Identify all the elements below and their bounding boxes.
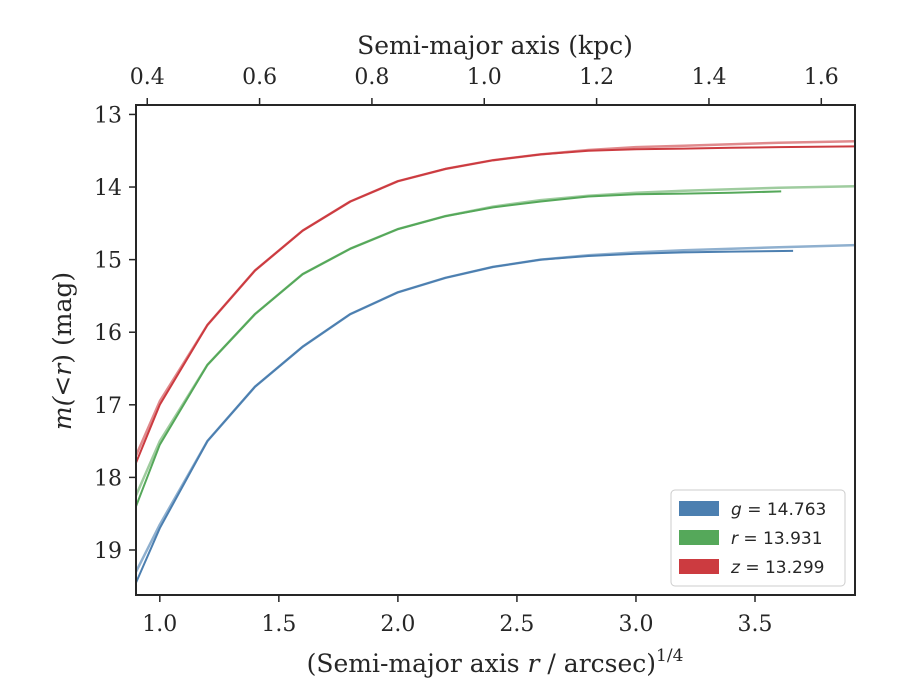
legend-label-z: z = 13.299	[730, 558, 824, 578]
top-x-tick-label: 0.4	[130, 65, 165, 90]
series-layer	[136, 140, 855, 584]
top-x-tick-label: 1.2	[579, 65, 614, 90]
y-axis-title-var: r	[48, 362, 77, 376]
legend-label-var: g	[731, 500, 742, 520]
top-x-axis-title: Semi-major axis (kpc)	[357, 31, 633, 60]
y-axis-title-prefix: m(<	[48, 376, 77, 430]
top-x-tick-label: 1.0	[467, 65, 502, 90]
series-line-z	[136, 145, 855, 464]
series-line-g	[136, 249, 794, 584]
top-x-tick-label: 0.8	[354, 65, 389, 90]
legend-label-value: = 14.763	[742, 500, 827, 520]
top-x-tick-label: 1.6	[804, 65, 839, 90]
x-axis-title: (Semi-major axis r / arcsec)1/4	[307, 646, 684, 678]
y-axis-title-suffix: ) (mag)	[48, 272, 77, 364]
x-axis-title-prefix: (Semi-major axis	[307, 649, 528, 678]
y-tick-label: 13	[94, 103, 122, 128]
x-tick-label: 2.0	[380, 612, 415, 637]
y-tick-label: 14	[94, 176, 122, 201]
series-model-line-r	[136, 185, 855, 497]
x-axis-title-suffix: / arcsec)	[539, 649, 656, 678]
y-axis-title: m(<r) (mag)	[48, 272, 77, 430]
legend-swatch-z	[679, 559, 719, 574]
y-tick-label: 16	[94, 321, 122, 346]
legend-label-value: = 13.299	[740, 558, 825, 578]
x-tick-label: 1.0	[142, 612, 177, 637]
y-tick-label: 15	[94, 249, 122, 274]
x-axis-title-exponent: 1/4	[656, 646, 683, 666]
x-axis-title-var: r	[528, 649, 542, 678]
legend-swatch-r	[679, 530, 719, 545]
x-axis-ticks: 1.0 1.5 2.0 2.5 3.0 3.5	[142, 595, 773, 637]
legend-label-value: = 13.931	[738, 529, 823, 549]
y-tick-label: 19	[94, 539, 122, 564]
top-x-axis-ticks: 0.4 0.6 0.8 1.0 1.2 1.4 1.6	[130, 65, 839, 105]
y-axis-ticks: 13 14 15 16 17 18 19	[94, 103, 136, 564]
top-x-tick-label: 1.4	[691, 65, 726, 90]
axes-frame	[135, 104, 856, 596]
legend-swatch-g	[679, 501, 719, 516]
legend-label-var: z	[730, 558, 741, 578]
y-tick-label: 17	[94, 394, 122, 419]
series-line-r	[136, 190, 782, 507]
legend-label-r: r = 13.931	[731, 529, 823, 549]
legend-label-var: r	[731, 529, 739, 549]
x-tick-label: 3.0	[618, 612, 653, 637]
y-tick-label: 18	[94, 466, 122, 491]
x-tick-label: 2.5	[499, 612, 534, 637]
top-x-tick-label: 0.6	[242, 65, 277, 90]
x-tick-label: 3.5	[738, 612, 773, 637]
legend-label-g: g = 14.763	[731, 500, 826, 520]
x-tick-label: 1.5	[261, 612, 296, 637]
